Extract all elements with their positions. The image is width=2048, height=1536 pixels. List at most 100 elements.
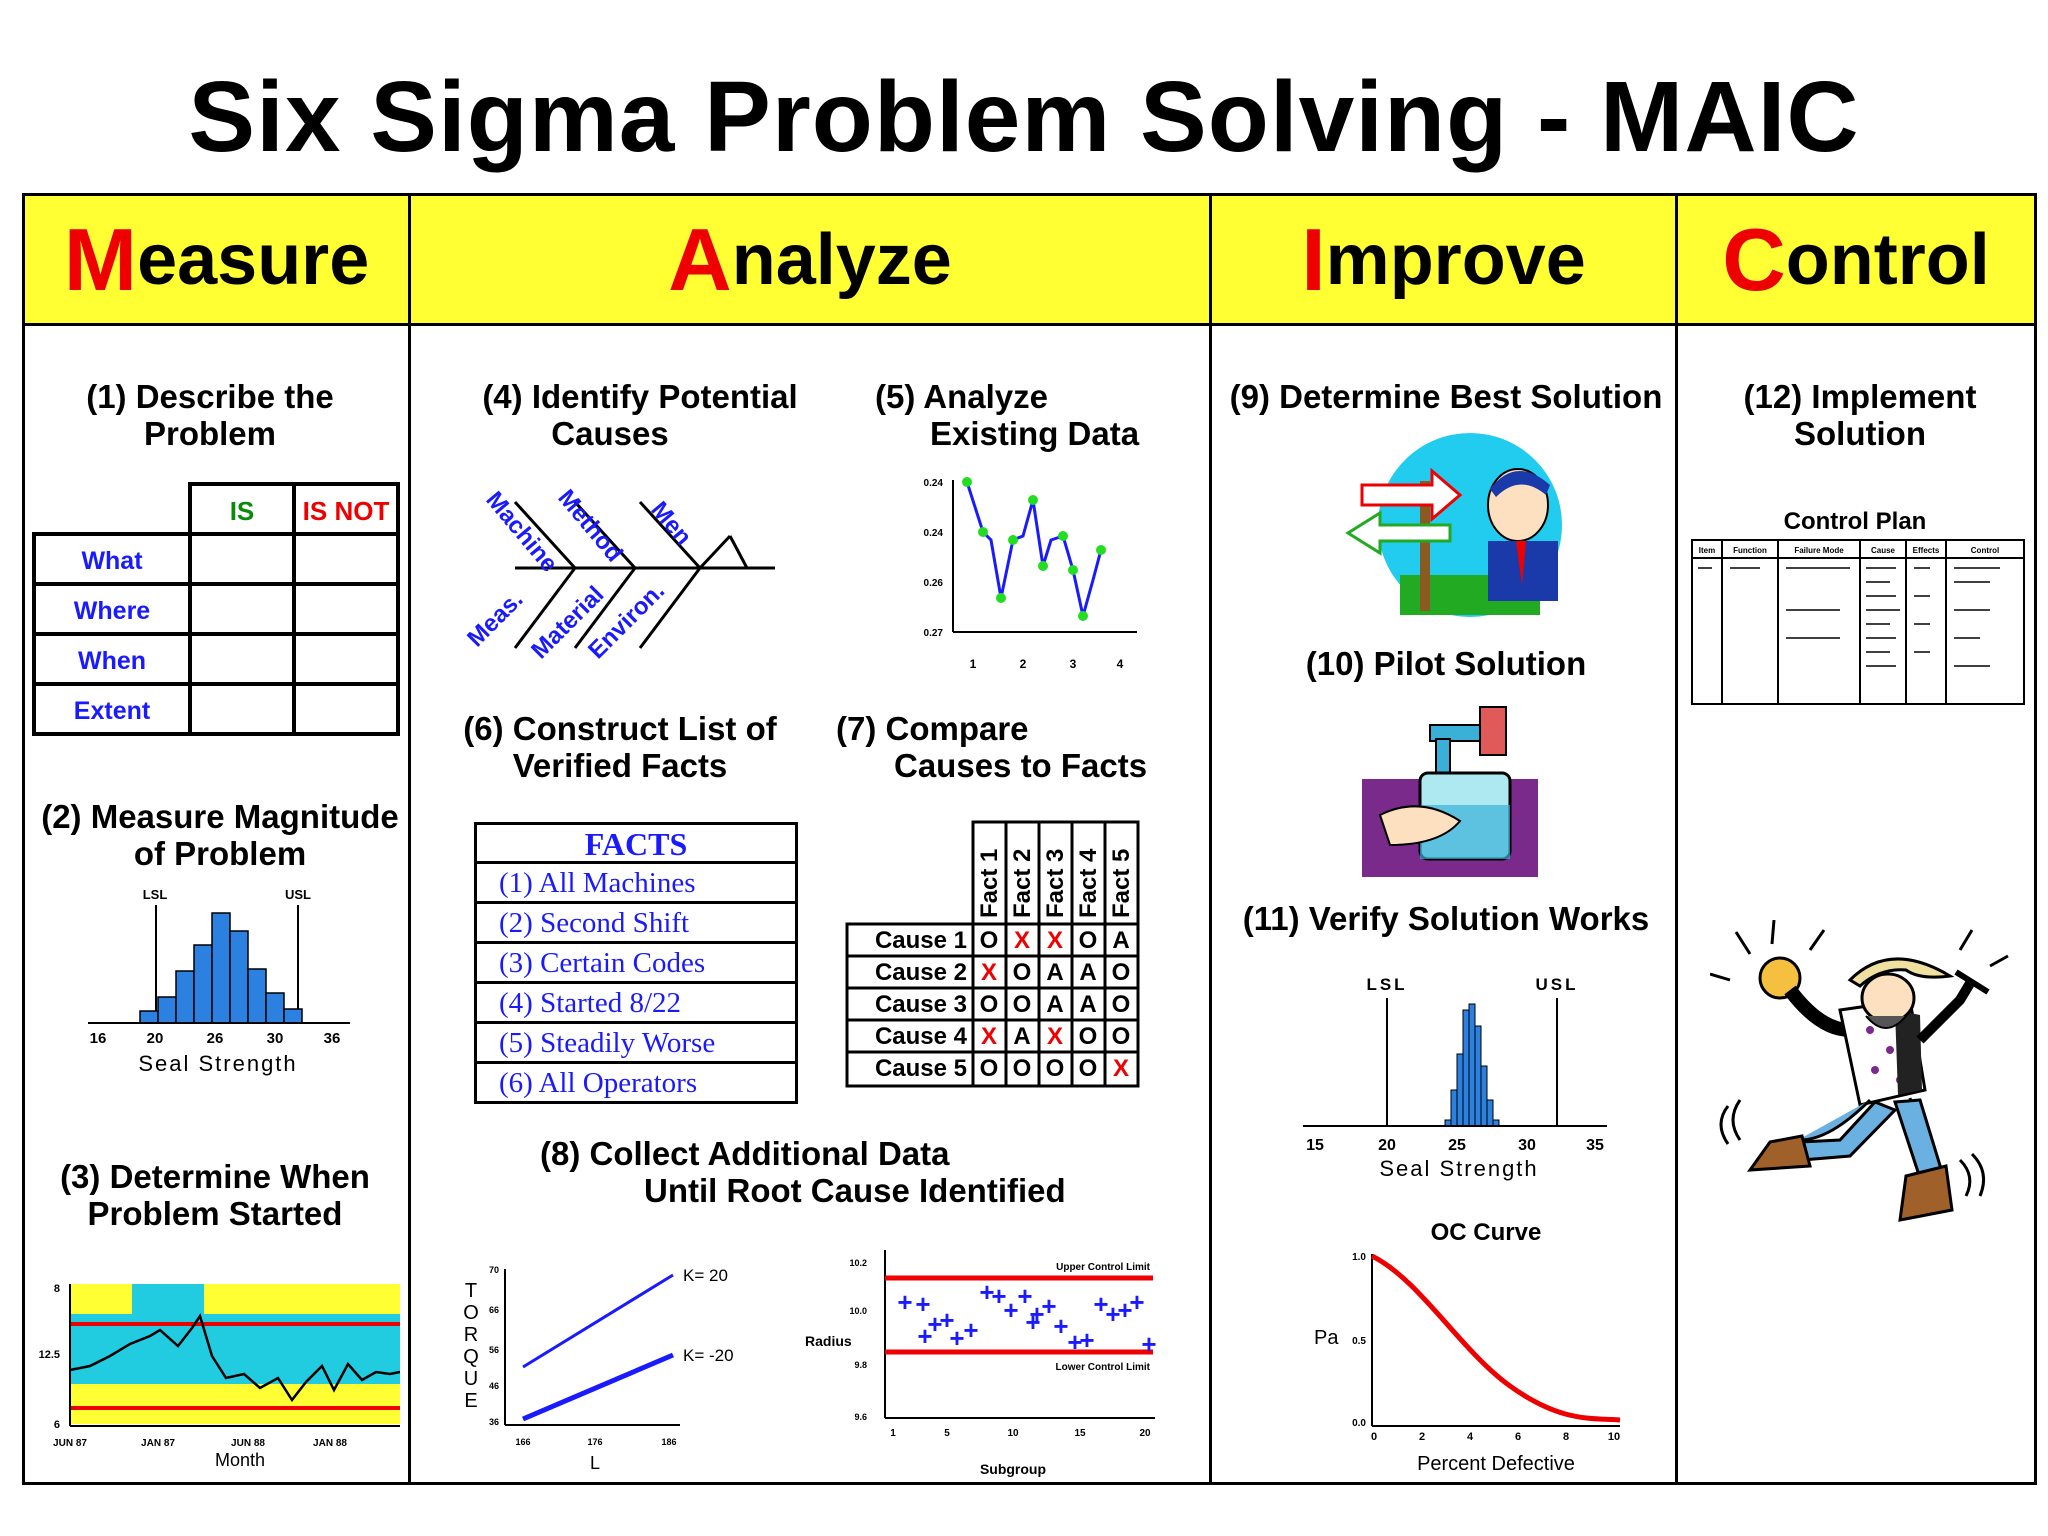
step-line: Causes bbox=[551, 415, 669, 452]
tick-label: 0.24 bbox=[924, 528, 944, 539]
column-header: Cause bbox=[1871, 546, 1896, 555]
matrix-cell: A bbox=[1112, 927, 1129, 954]
matrix-cell: O bbox=[1013, 991, 1032, 1018]
fishbone-label: Machine bbox=[480, 487, 562, 578]
is-not-header: IS NOT bbox=[303, 496, 390, 526]
tick-label: 8 bbox=[54, 1283, 60, 1295]
chart-point: + bbox=[1117, 1295, 1132, 1325]
cause-row-label: Cause 5 bbox=[875, 1055, 967, 1082]
line-label: K= -20 bbox=[683, 1346, 734, 1365]
column-divider bbox=[1209, 193, 1212, 1485]
facts-table: FACTS (1) All Machines (2) Second Shift … bbox=[474, 822, 798, 1104]
matrix-cell: O bbox=[1046, 1055, 1065, 1082]
step-line: (1) Describe the bbox=[86, 378, 334, 415]
column-divider bbox=[408, 193, 411, 1485]
matrix-cell: O bbox=[1112, 1023, 1131, 1050]
cause-row-label: Cause 2 bbox=[875, 959, 967, 986]
matrix-cell: A bbox=[1079, 959, 1096, 986]
tick-label: 176 bbox=[587, 1437, 602, 1447]
line-label: K= 20 bbox=[683, 1266, 728, 1285]
step-line: (8) Collect Additional Data bbox=[540, 1135, 950, 1172]
is-header: IS bbox=[230, 496, 255, 526]
step-3-title: (3) Determine When Problem Started bbox=[35, 1158, 395, 1232]
tick-label: 0.27 bbox=[924, 628, 944, 639]
tick-label: 9.8 bbox=[854, 1360, 867, 1370]
row-label: When bbox=[78, 647, 146, 675]
tick-label: 0.0 bbox=[1352, 1418, 1366, 1429]
control-chart: Radius 10.2 10.0 9.8 9.6 Upper Control L… bbox=[805, 1250, 1157, 1477]
chart-point: + bbox=[915, 1289, 930, 1319]
tick-label: 3 bbox=[1070, 657, 1077, 671]
step-line: of Problem bbox=[133, 835, 307, 872]
matrix-cell: O bbox=[980, 991, 999, 1018]
chart-point: + bbox=[1029, 1299, 1044, 1329]
column-header: Function bbox=[1733, 546, 1767, 555]
phase-initial: M bbox=[63, 209, 138, 309]
matrix-cell: A bbox=[1046, 959, 1063, 986]
chart-point: + bbox=[1141, 1329, 1156, 1359]
fishbone-label: Men bbox=[645, 497, 697, 551]
chart-point: + bbox=[1003, 1295, 1018, 1325]
phase-initial: I bbox=[1301, 209, 1326, 309]
tick-label: 36 bbox=[489, 1417, 499, 1427]
lcl-label: Lower Control Limit bbox=[1056, 1362, 1151, 1373]
phase-name: mprove bbox=[1325, 219, 1586, 300]
tick-label: 56 bbox=[489, 1345, 499, 1355]
fact-item: (6) All Operators bbox=[499, 1067, 698, 1099]
fact-column-header: Fact 1 bbox=[976, 849, 1003, 918]
step-line: (4) Identify Potential bbox=[482, 378, 798, 415]
tick-label: 0.5 bbox=[1352, 1336, 1366, 1347]
matrix-cell: A bbox=[1079, 991, 1096, 1018]
chart-point: + bbox=[897, 1287, 912, 1317]
step-line: (12) Implement bbox=[1743, 378, 1977, 415]
column-header: Control bbox=[1971, 546, 1999, 555]
oc-curve-chart: OC Curve Pa 1.0 0.5 0.0 0 2 4 6 8 10 Per… bbox=[1314, 1219, 1621, 1475]
x-axis-label: Seal Strength bbox=[138, 1051, 297, 1076]
y-axis-label-letter: Q bbox=[463, 1346, 479, 1368]
matrix-cell: X bbox=[1047, 1023, 1063, 1050]
page-title: Six Sigma Problem Solving - MAIC bbox=[188, 61, 1860, 173]
tick-label: JAN 88 bbox=[313, 1438, 347, 1449]
matrix-cell: O bbox=[980, 927, 999, 954]
step-9-title: (9) Determine Best Solution bbox=[1229, 378, 1663, 415]
step-line: Until Root Cause Identified bbox=[644, 1172, 1066, 1209]
matrix-cell: O bbox=[1013, 1055, 1032, 1082]
control-plan-title: Control Plan bbox=[1783, 508, 1927, 535]
tick-label: 1 bbox=[970, 657, 977, 671]
control-plan-table: Item Function Failure Mode Cause Effects… bbox=[1691, 539, 2025, 705]
chart-title: OC Curve bbox=[1431, 1219, 1542, 1246]
matrix-cell: O bbox=[1079, 1023, 1098, 1050]
fact-item: (5) Steadily Worse bbox=[477, 1024, 795, 1064]
cause-row-label: Cause 3 bbox=[875, 991, 967, 1018]
tick-label: 25 bbox=[1448, 1137, 1466, 1154]
phase-name: nalyze bbox=[731, 219, 952, 300]
step-12-title: (12) Implement Solution bbox=[1690, 378, 2030, 452]
fact-item: (2) Second Shift bbox=[477, 904, 795, 944]
tick-label: 20 bbox=[1378, 1137, 1396, 1154]
row-label: Where bbox=[74, 597, 151, 625]
x-axis-label: L bbox=[590, 1453, 600, 1473]
matrix-cell: O bbox=[1079, 1055, 1098, 1082]
pilot-solution-illustration bbox=[1362, 706, 1538, 877]
chart-point: + bbox=[991, 1281, 1006, 1311]
tick-label: 1.0 bbox=[1352, 1252, 1366, 1263]
fact-item: (1) All Machines bbox=[477, 864, 795, 904]
tick-label: 12.5 bbox=[39, 1349, 60, 1361]
matrix-cell: X bbox=[1047, 927, 1063, 954]
lsl-label: LSL bbox=[143, 887, 168, 902]
step-line: Causes to Facts bbox=[894, 747, 1148, 784]
step-2-title: (2) Measure Magnitude of Problem bbox=[30, 798, 410, 872]
tick-label: 6 bbox=[54, 1419, 60, 1431]
tick-label: 9.6 bbox=[854, 1412, 867, 1422]
tick-label: 16 bbox=[90, 1030, 107, 1047]
tick-label: 0 bbox=[1371, 1431, 1377, 1443]
fact-column-header: Fact 4 bbox=[1075, 848, 1102, 918]
tick-label: 46 bbox=[489, 1381, 499, 1391]
tick-label: 15 bbox=[1306, 1137, 1324, 1154]
cause-row-label: Cause 4 bbox=[875, 1023, 968, 1050]
chart-point: + bbox=[963, 1315, 978, 1345]
matrix-cell: O bbox=[1013, 959, 1032, 986]
matrix-cell: O bbox=[1079, 927, 1098, 954]
chart-point: + bbox=[917, 1321, 932, 1351]
